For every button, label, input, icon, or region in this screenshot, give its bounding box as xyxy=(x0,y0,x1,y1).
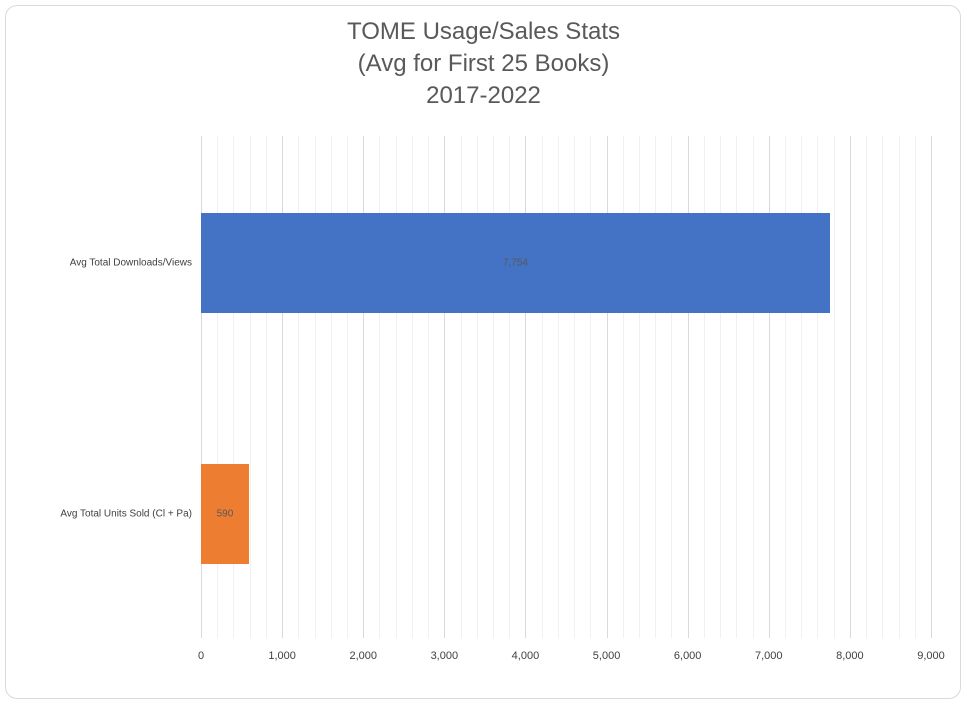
minor-gridline xyxy=(542,136,543,638)
minor-gridline xyxy=(493,136,494,638)
x-tick-label: 8,000 xyxy=(836,650,864,662)
minor-gridline xyxy=(623,136,624,638)
minor-gridline xyxy=(412,136,413,638)
major-gridline xyxy=(607,136,608,638)
minor-gridline xyxy=(866,136,867,638)
minor-gridline xyxy=(250,136,251,638)
minor-gridline xyxy=(331,136,332,638)
minor-gridline xyxy=(785,136,786,638)
major-gridline xyxy=(688,136,689,638)
minor-gridline xyxy=(509,136,510,638)
data-label: 7,754 xyxy=(502,257,528,268)
minor-gridline xyxy=(882,136,883,638)
minor-gridline xyxy=(671,136,672,638)
major-gridline xyxy=(282,136,283,638)
bar-1[interactable]: 590 xyxy=(201,463,249,564)
x-tick-label: 1,000 xyxy=(268,650,296,662)
chart-title-line-2: (Avg for First 25 Books) xyxy=(357,50,610,77)
x-tick-label: 6,000 xyxy=(673,650,702,662)
chart-title-line-3: 2017-2022 xyxy=(426,82,541,109)
major-gridline xyxy=(201,136,202,638)
minor-gridline xyxy=(396,136,397,638)
minor-gridline xyxy=(834,136,835,638)
x-tick-label: 7,000 xyxy=(755,650,783,662)
bar-0[interactable]: 7,754 xyxy=(201,212,830,313)
major-gridline xyxy=(931,136,932,638)
minor-gridline xyxy=(477,136,478,638)
x-tick-label: 4,000 xyxy=(511,650,540,662)
category-label: Avg Total Units Sold (Cl + Pa) xyxy=(60,508,192,519)
major-gridline xyxy=(363,136,364,638)
chart-title-line-1: TOME Usage/Sales Stats xyxy=(347,18,620,45)
minor-gridline xyxy=(801,136,802,638)
data-label: 590 xyxy=(216,508,234,519)
minor-gridline xyxy=(753,136,754,638)
x-tick-label: 2,000 xyxy=(349,650,377,662)
minor-gridline xyxy=(461,136,462,638)
minor-gridline xyxy=(217,136,218,638)
minor-gridline xyxy=(899,136,900,638)
chart-title: TOME Usage/Sales Stats (Avg for First 25… xyxy=(0,16,967,112)
minor-gridline xyxy=(347,136,348,638)
minor-gridline xyxy=(720,136,721,638)
minor-gridline xyxy=(315,136,316,638)
minor-gridline xyxy=(266,136,267,638)
major-gridline xyxy=(444,136,445,638)
x-tick-label: 0 xyxy=(197,650,205,662)
major-gridline xyxy=(850,136,851,638)
minor-gridline xyxy=(817,136,818,638)
minor-gridline xyxy=(736,136,737,638)
x-tick-label: 9,000 xyxy=(917,650,945,662)
minor-gridline xyxy=(639,136,640,638)
minor-gridline xyxy=(233,136,234,638)
minor-gridline xyxy=(590,136,591,638)
minor-gridline xyxy=(915,136,916,638)
x-tick-label: 3,000 xyxy=(430,650,459,662)
minor-gridline xyxy=(558,136,559,638)
minor-gridline xyxy=(655,136,656,638)
major-gridline xyxy=(525,136,526,638)
minor-gridline xyxy=(574,136,575,638)
minor-gridline xyxy=(298,136,299,638)
category-label: Avg Total Downloads/Views xyxy=(69,257,192,268)
major-gridline xyxy=(769,136,770,638)
plot-area: 7,754 590 xyxy=(201,136,932,638)
minor-gridline xyxy=(704,136,705,638)
minor-gridline xyxy=(428,136,429,638)
x-tick-label: 5,000 xyxy=(592,650,621,662)
minor-gridline xyxy=(379,136,380,638)
